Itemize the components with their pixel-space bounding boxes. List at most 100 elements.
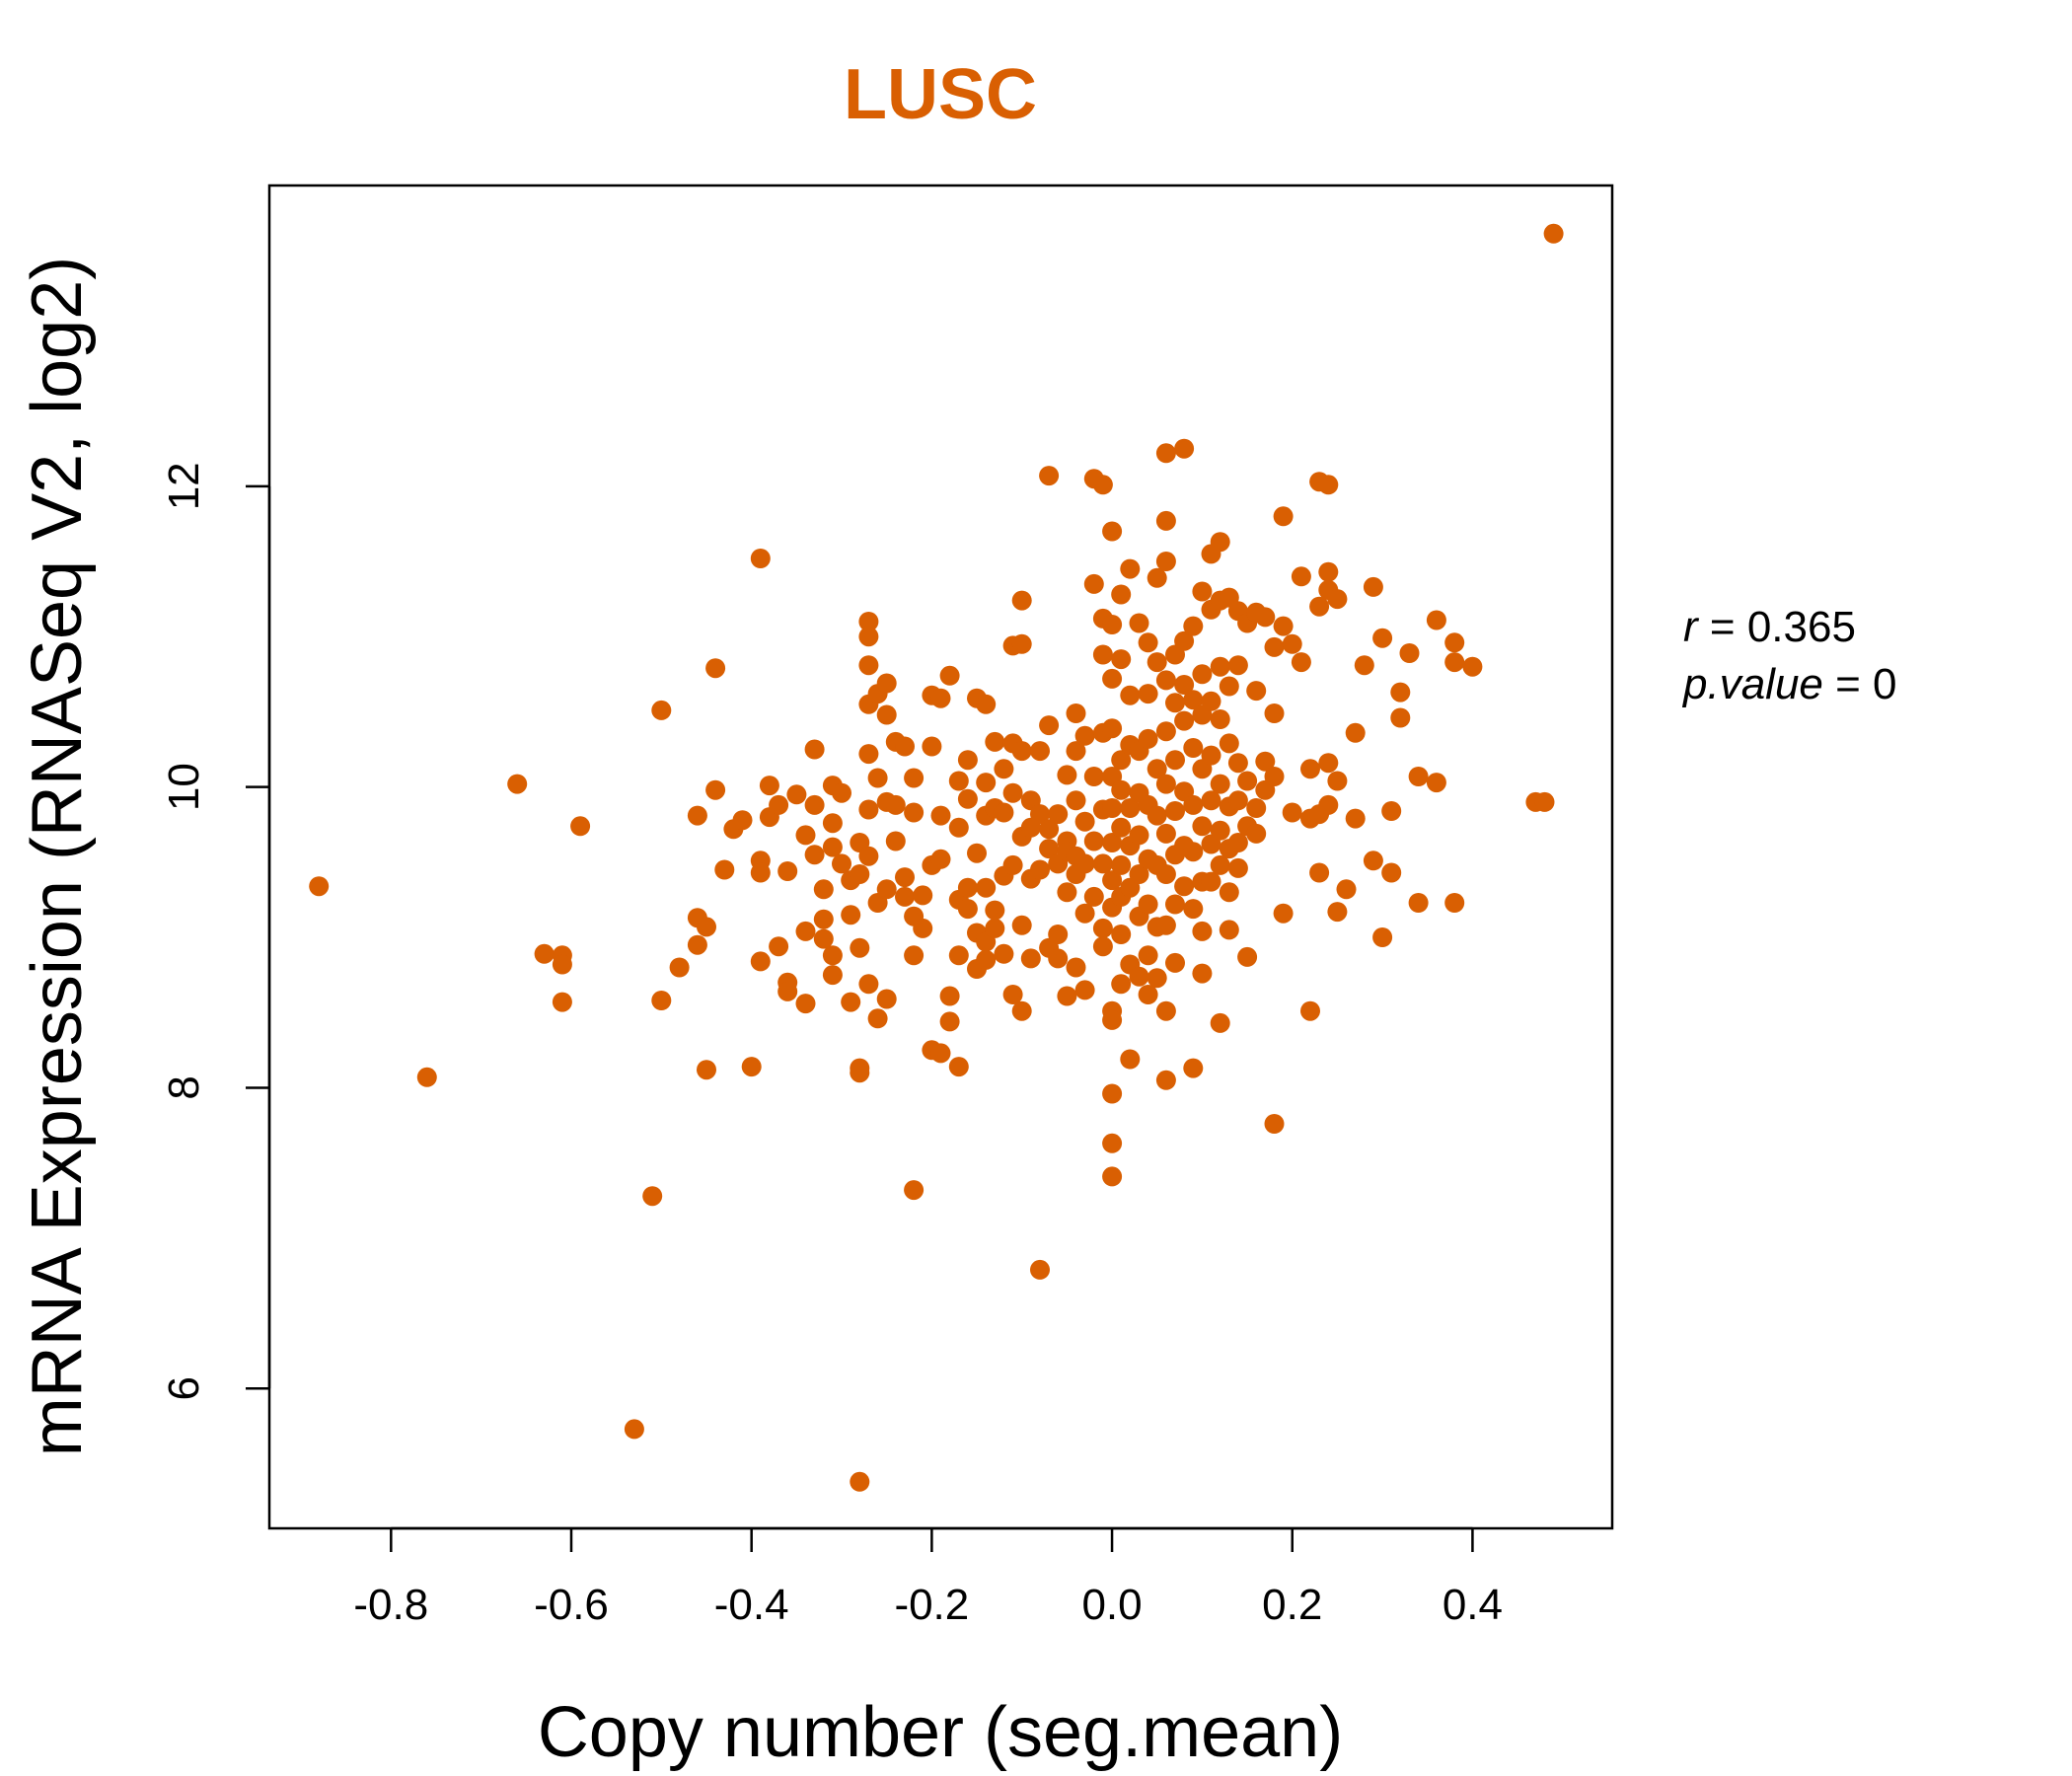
data-point [1111, 750, 1132, 771]
data-point [309, 876, 330, 897]
data-point [416, 1067, 437, 1087]
data-point [1066, 957, 1086, 978]
data-point [1011, 590, 1032, 611]
data-point [1390, 682, 1411, 703]
data-point [1155, 670, 1176, 691]
data-point [1264, 703, 1285, 723]
data-point [1074, 811, 1095, 832]
data-point [1092, 475, 1113, 495]
x-tick-label: -0.6 [534, 1581, 609, 1629]
data-point [669, 957, 690, 978]
data-point [1030, 741, 1050, 762]
x-tick-label: -0.8 [353, 1581, 428, 1629]
data-point [1219, 882, 1239, 903]
data-point [1083, 573, 1104, 594]
data-point [1155, 1070, 1176, 1090]
data-point [867, 768, 888, 788]
data-point [1102, 615, 1123, 634]
data-point [1102, 521, 1123, 542]
data-point [1444, 632, 1465, 653]
data-point [1048, 925, 1069, 944]
data-point [1219, 733, 1239, 754]
data-point [1327, 589, 1348, 610]
data-point [876, 673, 897, 694]
data-point [1057, 882, 1077, 903]
data-point [1318, 753, 1339, 774]
data-point [1165, 750, 1185, 771]
data-point [1155, 552, 1176, 571]
data-point [1102, 1133, 1123, 1153]
data-point [1192, 664, 1213, 685]
data-point [930, 849, 951, 869]
p-equals: = [1823, 660, 1873, 708]
data-point [1227, 857, 1248, 878]
data-point [1138, 728, 1158, 749]
data-point [994, 943, 1014, 964]
data-point [1147, 968, 1167, 989]
data-point [1183, 842, 1204, 862]
data-point [687, 934, 707, 955]
data-point [858, 799, 879, 820]
data-point [1102, 798, 1123, 818]
data-point [1138, 945, 1158, 966]
data-point [1102, 1009, 1123, 1030]
data-point [1462, 656, 1483, 677]
data-point [1174, 630, 1195, 651]
data-point [922, 736, 942, 757]
data-point [913, 885, 933, 906]
data-point [642, 1186, 663, 1207]
data-point [1138, 894, 1158, 915]
data-point [885, 794, 906, 815]
data-point [1155, 510, 1176, 531]
data-point [1309, 596, 1330, 617]
data-point [705, 779, 726, 800]
data-point [1102, 718, 1123, 739]
data-point [1174, 710, 1195, 731]
data-point [948, 945, 969, 966]
r-value: 0.365 [1747, 603, 1856, 651]
data-point [769, 794, 789, 815]
data-point [714, 859, 735, 880]
data-point [1273, 506, 1294, 527]
data-point [948, 1057, 969, 1077]
data-point [1264, 636, 1285, 657]
data-point [1102, 1083, 1123, 1104]
data-point [895, 736, 915, 757]
data-point [750, 549, 771, 568]
data-point [858, 655, 879, 676]
data-point [1183, 1058, 1204, 1078]
data-point [1066, 790, 1086, 811]
data-point [804, 739, 825, 760]
data-point [1066, 741, 1086, 762]
data-point [1291, 566, 1311, 587]
data-point [1057, 765, 1077, 785]
data-point [885, 831, 906, 851]
x-axis-label: Copy number (seg.mean) [538, 1693, 1343, 1772]
data-point [1318, 475, 1339, 495]
data-point [1155, 721, 1176, 742]
data-point [1300, 1000, 1320, 1021]
data-point [1354, 655, 1374, 676]
data-point [832, 782, 851, 803]
data-point [1399, 643, 1420, 663]
data-point [1264, 1114, 1285, 1134]
data-point [913, 918, 933, 938]
data-point [822, 945, 843, 966]
data-point [1345, 722, 1366, 743]
data-point [1039, 466, 1060, 486]
data-point [1147, 652, 1167, 673]
data-point [1020, 948, 1041, 969]
data-point [1147, 805, 1167, 826]
data-point [1039, 819, 1060, 840]
data-point [1336, 879, 1357, 900]
data-point [1120, 558, 1141, 579]
data-point [1219, 920, 1239, 940]
data-point [1273, 616, 1294, 636]
data-point [1327, 902, 1348, 923]
data-point [1210, 854, 1230, 875]
data-point [624, 1419, 644, 1440]
data-point [552, 992, 572, 1012]
data-point [687, 805, 707, 826]
data-point [1201, 790, 1221, 811]
data-point [1092, 918, 1113, 938]
